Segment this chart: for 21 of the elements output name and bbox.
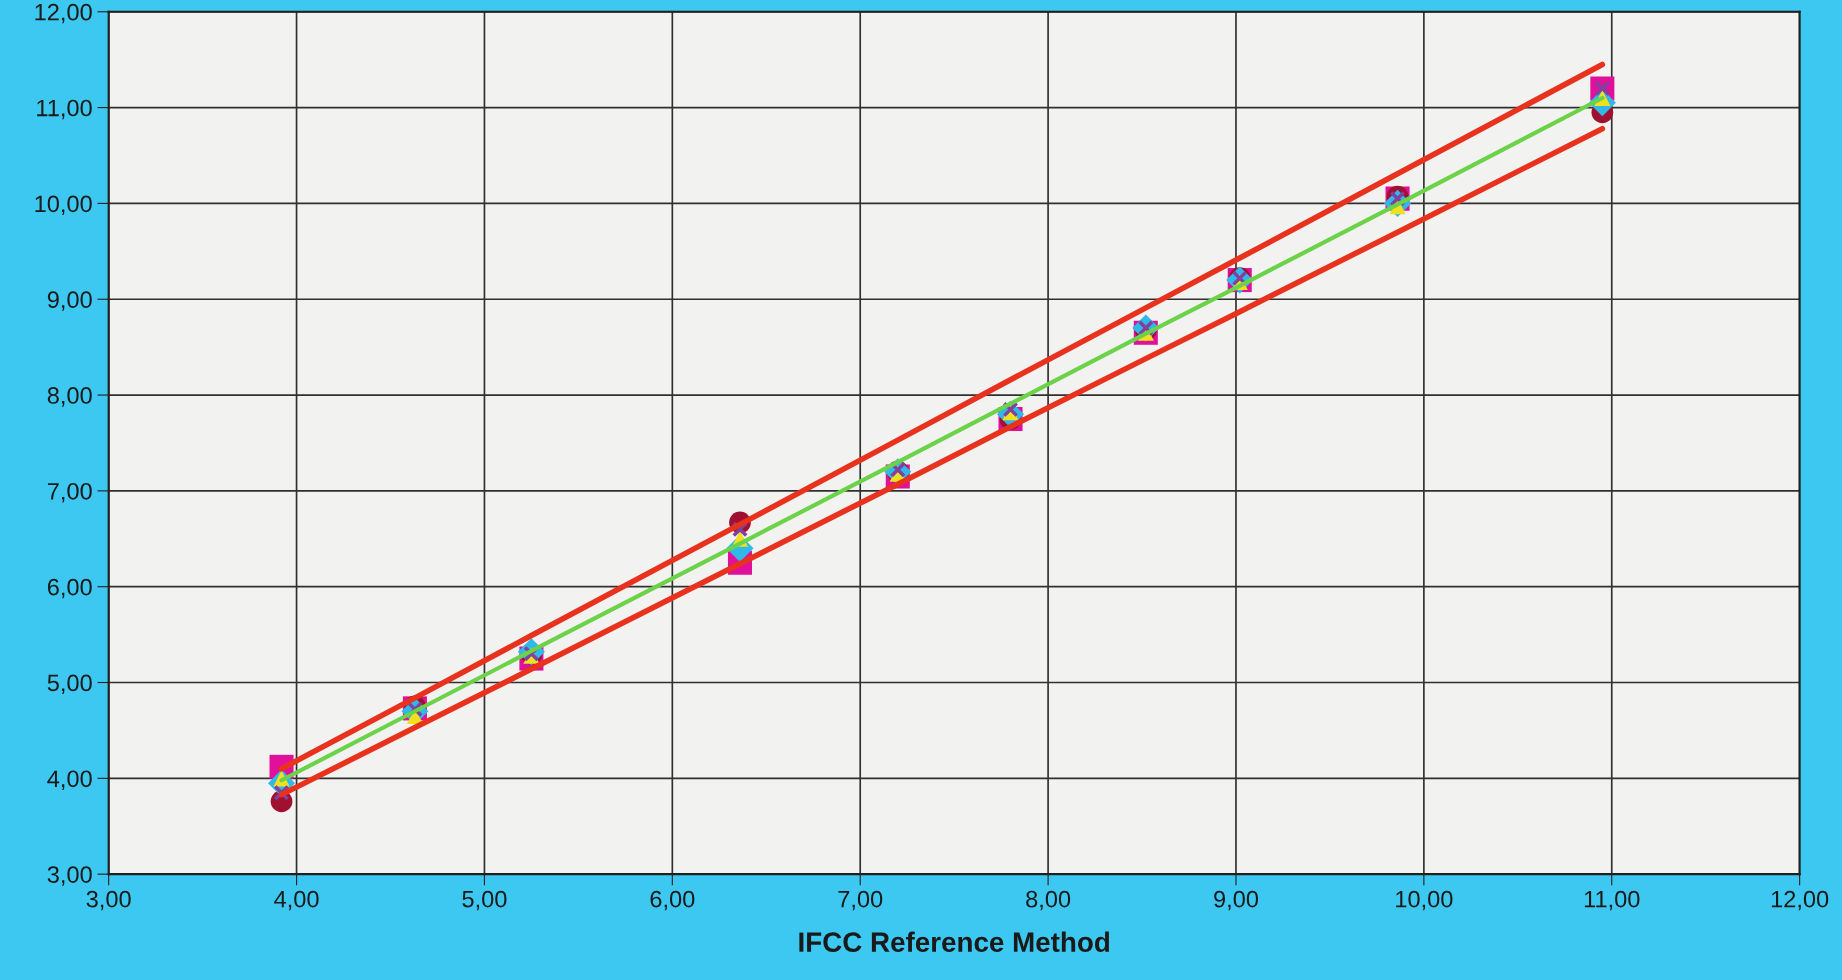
x-tick-label: 8,00: [1026, 890, 1071, 911]
y-tick-label: 12,00: [35, 3, 92, 24]
x-tick-label: 3,00: [86, 890, 131, 911]
y-tick-label: 10,00: [35, 195, 92, 215]
y-tick-label: 3,00: [47, 866, 92, 886]
x-tick-label: 12,00: [1771, 890, 1829, 911]
y-tick-label: 5,00: [47, 674, 92, 695]
x-tick-label: 6,00: [650, 890, 695, 911]
y-tick-label: 7,00: [47, 482, 92, 503]
y-tick-label: 9,00: [47, 291, 92, 311]
y-tick-label: 4,00: [47, 770, 92, 790]
x-tick-label: 9,00: [1214, 890, 1259, 911]
x-tick-label: 5,00: [462, 890, 507, 911]
x-axis-title: IFCC Reference Method: [799, 931, 1109, 952]
y-tick-label: 6,00: [47, 578, 92, 599]
x-tick-label: 7,00: [838, 890, 883, 911]
x-tick-label: 10,00: [1396, 890, 1453, 911]
y-tick-label: 8,00: [47, 387, 92, 407]
y-tick-label: 11,00: [37, 99, 92, 120]
x-tick-label: 11,00: [1584, 890, 1640, 911]
x-tick-label: 4,00: [274, 890, 319, 911]
